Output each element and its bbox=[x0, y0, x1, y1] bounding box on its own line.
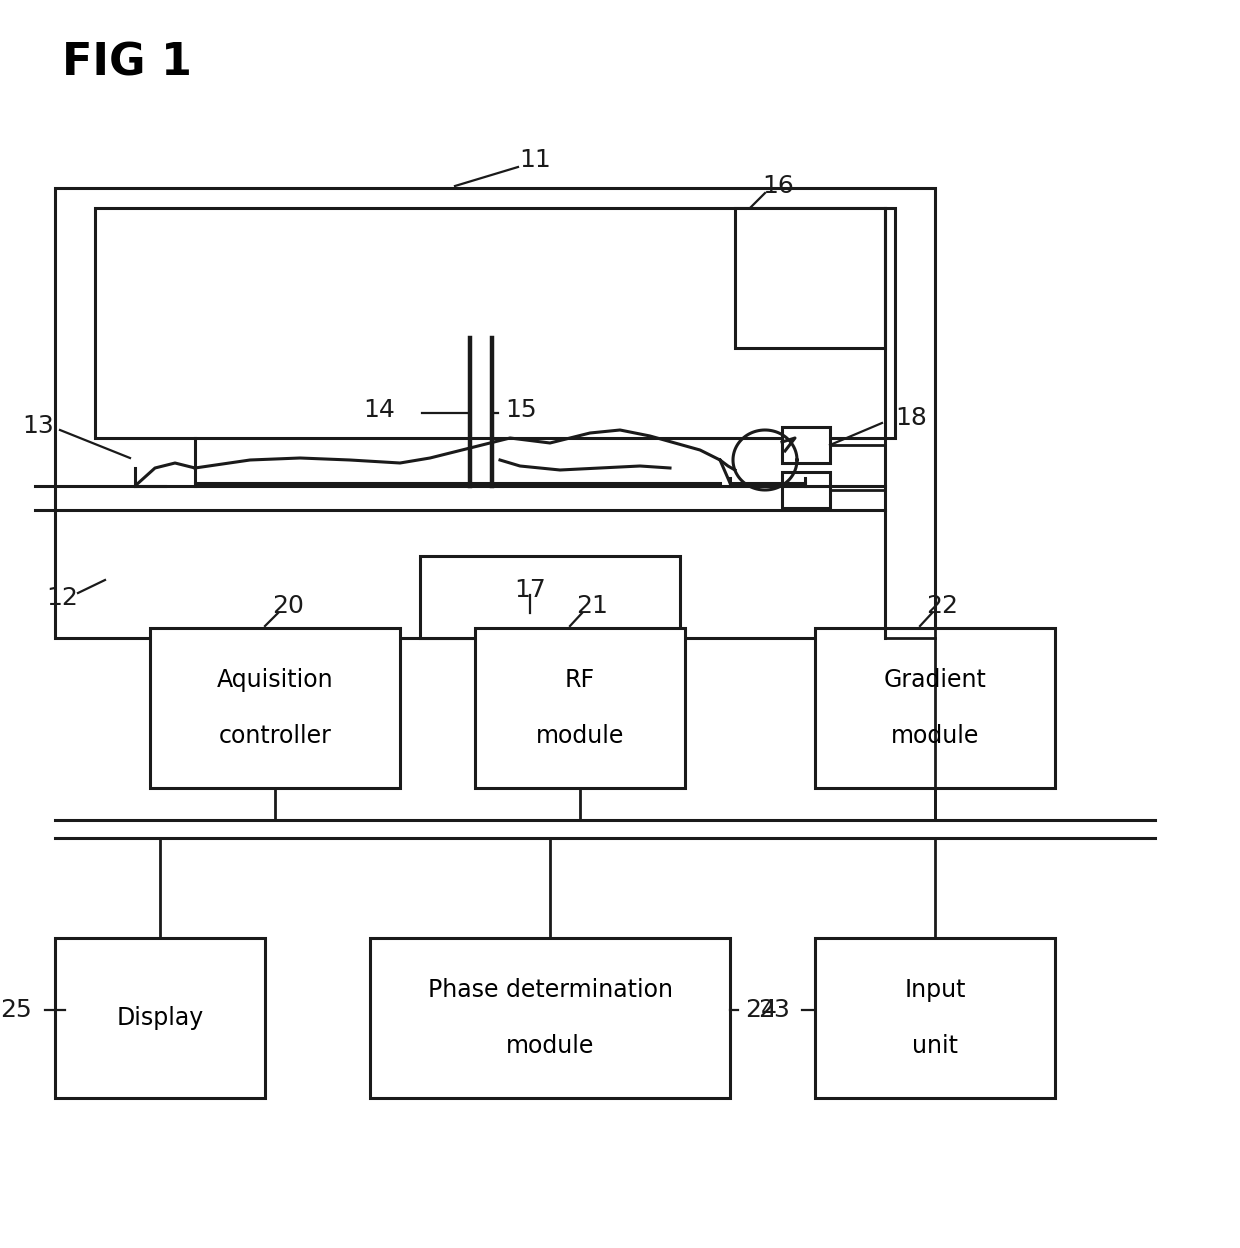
Text: 23: 23 bbox=[758, 998, 790, 1022]
Bar bbox=[735, 208, 885, 348]
Text: 16: 16 bbox=[763, 173, 794, 198]
Text: 20: 20 bbox=[272, 594, 304, 618]
Text: 13: 13 bbox=[22, 414, 53, 438]
Bar bbox=[815, 628, 1055, 787]
Bar bbox=[150, 628, 401, 787]
Bar bbox=[370, 938, 730, 1098]
Text: module: module bbox=[536, 724, 624, 748]
Bar bbox=[55, 188, 935, 638]
Text: Phase determination: Phase determination bbox=[428, 978, 672, 1002]
Text: 11: 11 bbox=[520, 149, 551, 172]
Text: 21: 21 bbox=[577, 594, 608, 618]
Text: Aquisition: Aquisition bbox=[217, 668, 334, 691]
Bar bbox=[815, 938, 1055, 1098]
Text: 22: 22 bbox=[926, 594, 959, 618]
Bar bbox=[55, 938, 265, 1098]
Text: module: module bbox=[890, 724, 980, 748]
Text: unit: unit bbox=[911, 1035, 959, 1058]
Text: controller: controller bbox=[218, 724, 331, 748]
Bar bbox=[420, 557, 680, 638]
Text: 14: 14 bbox=[363, 398, 396, 422]
Text: 24: 24 bbox=[745, 998, 777, 1022]
Text: Input: Input bbox=[904, 978, 966, 1002]
Text: RF: RF bbox=[565, 668, 595, 691]
Text: Display: Display bbox=[117, 1006, 203, 1030]
Text: module: module bbox=[506, 1035, 594, 1058]
Bar bbox=[782, 472, 830, 508]
Text: 15: 15 bbox=[505, 398, 537, 422]
Bar bbox=[475, 628, 684, 787]
Text: Gradient: Gradient bbox=[884, 668, 987, 691]
Text: FIG 1: FIG 1 bbox=[62, 41, 192, 85]
Text: 25: 25 bbox=[0, 998, 32, 1022]
Text: 12: 12 bbox=[46, 587, 78, 610]
Text: 17: 17 bbox=[515, 578, 546, 602]
Bar bbox=[782, 427, 830, 463]
Bar bbox=[95, 208, 895, 438]
Text: 18: 18 bbox=[895, 406, 926, 431]
